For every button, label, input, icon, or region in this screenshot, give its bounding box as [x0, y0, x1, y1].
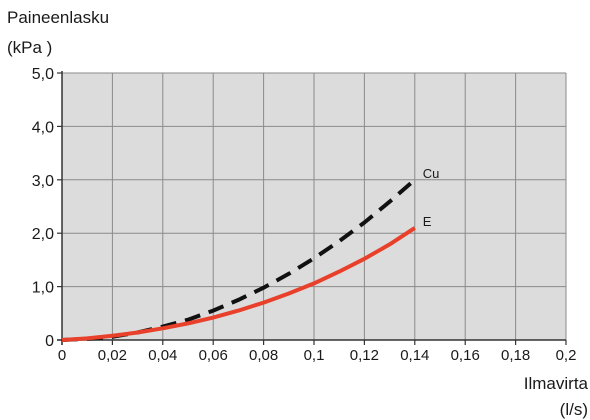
x-tick-label: 0,1	[304, 347, 325, 364]
series-label-cu: Cu	[423, 166, 440, 181]
x-tick-label: 0,14	[400, 347, 429, 364]
tick-labels: 0 1,0 2,0 3,0 4,0 5,0 0 0,02 0,04 0,06 0,08 0,1 0,12…	[32, 66, 577, 364]
series-lines	[61, 178, 417, 342]
x-tick-label: 0,04	[148, 347, 177, 364]
x-tick-label: 0	[58, 347, 66, 364]
grid	[62, 72, 567, 340]
x-tick-label: 0,12	[350, 347, 379, 364]
series-line-e	[61, 226, 416, 342]
y-axis-unit: (kPa )	[7, 38, 53, 57]
x-tick-label: 0,08	[249, 347, 278, 364]
x-tick-label: 0,2	[556, 347, 577, 364]
y-tick-label: 3,0	[32, 173, 54, 190]
y-tick-label: 5,0	[32, 66, 54, 83]
x-tick-label: 0,18	[501, 347, 530, 364]
x-tick-label: 0,02	[98, 347, 127, 364]
y-tick-label: 0	[45, 333, 54, 350]
x-axis-unit: (l/s)	[559, 400, 588, 419]
y-tick-label: 1,0	[32, 280, 54, 297]
axes	[57, 71, 567, 345]
x-tick-label: 0,16	[451, 347, 480, 364]
y-axis-label: Paineenlasku	[7, 8, 110, 27]
y-tick-label: 4,0	[32, 119, 54, 136]
y-tick-label: 2,0	[32, 226, 54, 243]
x-axis-label: Ilmavirta	[523, 374, 588, 393]
series-labels: Cu E	[423, 166, 440, 229]
series-label-e: E	[423, 214, 432, 229]
x-tick-label: 0,06	[199, 347, 228, 364]
